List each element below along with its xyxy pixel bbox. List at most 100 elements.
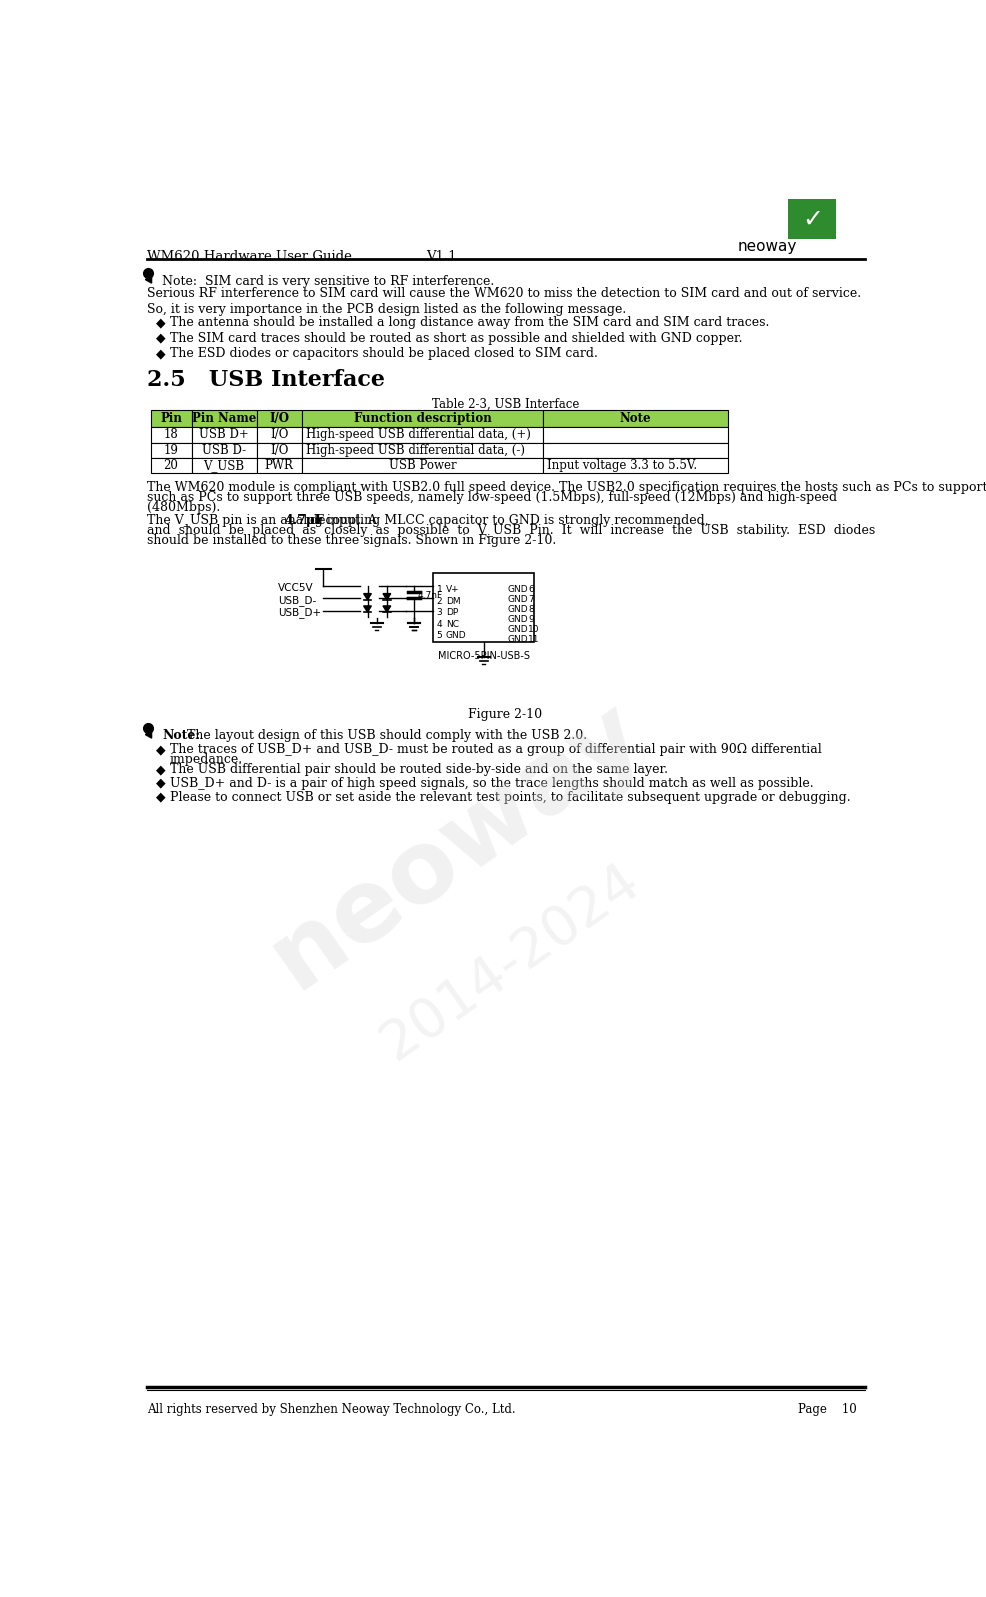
Text: The V_USB pin is an analog input. A: The V_USB pin is an analog input. A xyxy=(147,514,381,527)
Text: The ESD diodes or capacitors should be placed closed to SIM card.: The ESD diodes or capacitors should be p… xyxy=(170,347,598,361)
Text: Table 2-3, USB Interface: Table 2-3, USB Interface xyxy=(431,398,579,410)
Bar xyxy=(543,458,727,473)
Bar xyxy=(433,573,533,642)
Bar xyxy=(150,442,191,458)
Text: PWR: PWR xyxy=(264,460,293,473)
Bar xyxy=(302,458,543,473)
Bar xyxy=(543,410,727,428)
Text: such as PCs to support three USB speeds, namely low-speed (1.5Mbps), full-speed : such as PCs to support three USB speeds,… xyxy=(147,492,836,505)
Text: 4.7μF: 4.7μF xyxy=(284,514,324,527)
Bar xyxy=(191,428,256,442)
Text: ◆: ◆ xyxy=(156,776,166,791)
Text: DP: DP xyxy=(446,608,458,616)
Text: impedance.: impedance. xyxy=(170,752,243,767)
Text: I/O: I/O xyxy=(270,444,288,457)
Text: 4: 4 xyxy=(436,620,442,629)
Text: USB Power: USB Power xyxy=(388,460,456,473)
Bar xyxy=(191,442,256,458)
Text: GND: GND xyxy=(507,615,528,624)
Text: Page    10: Page 10 xyxy=(797,1402,856,1417)
Text: GND: GND xyxy=(507,585,528,594)
Text: 5: 5 xyxy=(436,631,442,640)
Bar xyxy=(256,428,302,442)
Text: Note: Note xyxy=(619,412,651,425)
Bar xyxy=(302,410,543,428)
Text: USB_D+: USB_D+ xyxy=(278,607,321,618)
Text: V1.1: V1.1 xyxy=(425,251,456,264)
Text: ◆: ◆ xyxy=(156,791,166,803)
Text: 10: 10 xyxy=(528,624,539,634)
Text: ◆: ◆ xyxy=(156,743,166,755)
Text: USB D+: USB D+ xyxy=(199,428,248,441)
Text: The WM620 module is compliant with USB2.0 full speed device. The USB2.0 specific: The WM620 module is compliant with USB2.… xyxy=(147,481,986,493)
Text: Input voltage 3.3 to 5.5V.: Input voltage 3.3 to 5.5V. xyxy=(547,460,697,473)
Text: Note:: Note: xyxy=(162,730,200,743)
Text: Note:  SIM card is very sensitive to RF interference.: Note: SIM card is very sensitive to RF i… xyxy=(162,275,494,287)
Text: USB D-: USB D- xyxy=(202,444,246,457)
Bar xyxy=(256,458,302,473)
Bar xyxy=(150,458,191,473)
Polygon shape xyxy=(383,594,390,600)
Bar xyxy=(543,442,727,458)
Text: The layout design of this USB should comply with the USB 2.0.: The layout design of this USB should com… xyxy=(182,730,587,743)
Text: Pin Name: Pin Name xyxy=(191,412,256,425)
Bar xyxy=(788,200,835,240)
Text: and  should  be  placed  as  closely  as  possible  to  V_USB  Pin.  It  will  i: and should be placed as closely as possi… xyxy=(147,524,874,537)
Text: Function description: Function description xyxy=(353,412,491,425)
Text: 3: 3 xyxy=(436,608,442,616)
Text: V_USB: V_USB xyxy=(203,460,245,473)
Text: neoway: neoway xyxy=(738,240,797,254)
Text: 4.7nF: 4.7nF xyxy=(417,591,443,599)
Text: WM620 Hardware User Guide: WM620 Hardware User Guide xyxy=(147,251,351,264)
Text: The antenna should be installed a long distance away from the SIM card and SIM c: The antenna should be installed a long d… xyxy=(170,316,768,329)
Text: should be installed to these three signals. Shown in Figure 2-10.: should be installed to these three signa… xyxy=(147,535,555,548)
Text: GND: GND xyxy=(446,631,466,640)
Text: 7: 7 xyxy=(528,596,533,604)
Text: decoupling MLCC capacitor to GND is strongly recommended,: decoupling MLCC capacitor to GND is stro… xyxy=(306,514,708,527)
Text: GND: GND xyxy=(507,605,528,615)
Text: Pin: Pin xyxy=(160,412,181,425)
Text: (480Mbps).: (480Mbps). xyxy=(147,501,220,514)
Bar xyxy=(256,410,302,428)
Polygon shape xyxy=(363,605,371,612)
Text: High-speed USB differential data, (-): High-speed USB differential data, (-) xyxy=(306,444,524,457)
Bar xyxy=(302,442,543,458)
Text: VCC5V: VCC5V xyxy=(278,583,314,592)
Text: 19: 19 xyxy=(164,444,178,457)
Text: ✓: ✓ xyxy=(801,208,822,232)
Text: The USB differential pair should be routed side-by-side and on the same layer.: The USB differential pair should be rout… xyxy=(170,763,668,776)
Text: USB_D+ and D- is a pair of high speed signals, so the trace lengths should match: USB_D+ and D- is a pair of high speed si… xyxy=(170,776,812,791)
Text: 2.5   USB Interface: 2.5 USB Interface xyxy=(147,369,385,391)
Text: GND: GND xyxy=(507,624,528,634)
Bar xyxy=(150,428,191,442)
Text: 18: 18 xyxy=(164,428,178,441)
Text: ◆: ◆ xyxy=(156,763,166,776)
Text: ◆: ◆ xyxy=(156,347,166,361)
Text: 6: 6 xyxy=(528,585,533,594)
Bar xyxy=(191,458,256,473)
Text: All rights reserved by Shenzhen Neoway Technology Co., Ltd.: All rights reserved by Shenzhen Neoway T… xyxy=(147,1402,515,1417)
Bar xyxy=(150,410,191,428)
Text: 20: 20 xyxy=(164,460,178,473)
Bar xyxy=(256,442,302,458)
Bar xyxy=(302,428,543,442)
Text: The SIM card traces should be routed as short as possible and shielded with GND : The SIM card traces should be routed as … xyxy=(170,332,741,345)
Text: 8: 8 xyxy=(528,605,533,615)
Text: V+: V+ xyxy=(446,585,458,594)
Text: 2: 2 xyxy=(436,597,442,605)
Text: 11: 11 xyxy=(528,636,539,644)
Text: The traces of USB_D+ and USB_D- must be routed as a group of differential pair w: The traces of USB_D+ and USB_D- must be … xyxy=(170,743,820,755)
Text: So, it is very importance in the PCB design listed as the following message.: So, it is very importance in the PCB des… xyxy=(147,302,625,316)
Text: GND: GND xyxy=(507,636,528,644)
Text: DM: DM xyxy=(446,597,459,605)
Text: I/O: I/O xyxy=(270,428,288,441)
Text: 2014-2024: 2014-2024 xyxy=(371,853,650,1070)
Text: I/O: I/O xyxy=(269,412,289,425)
Bar xyxy=(191,410,256,428)
Bar xyxy=(543,428,727,442)
Polygon shape xyxy=(363,594,371,600)
Text: Figure 2-10: Figure 2-10 xyxy=(468,707,542,720)
Text: Please to connect USB or set aside the relevant test points, to facilitate subse: Please to connect USB or set aside the r… xyxy=(170,791,850,803)
Text: ◆: ◆ xyxy=(156,316,166,329)
Text: 9: 9 xyxy=(528,615,533,624)
